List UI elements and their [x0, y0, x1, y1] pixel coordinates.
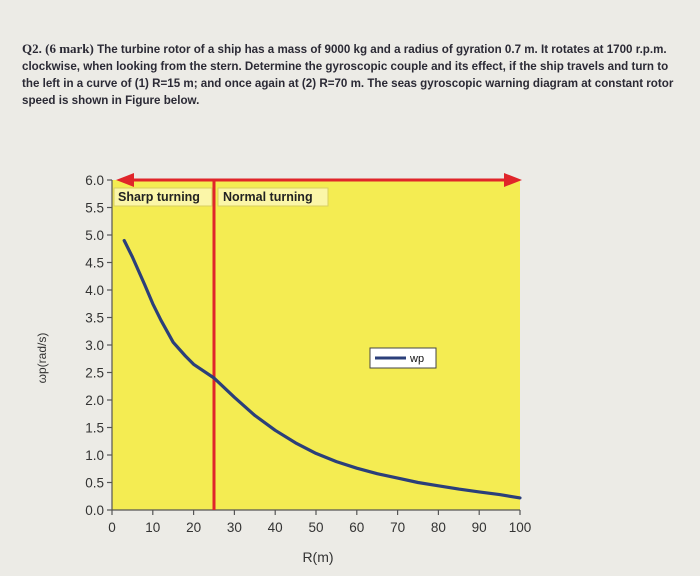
y-tick-label: 2.5	[85, 366, 104, 381]
x-tick-label: 30	[227, 520, 242, 535]
y-tick-label: 1.0	[85, 448, 104, 463]
x-axis: 0 10 20 30 40 50 60 70 80 90 100	[108, 509, 532, 535]
legend-entry-wp: wp	[409, 353, 424, 365]
y-axis: 0.0 0.5 1.0 1.5 2.0 2.5 3.0 3.5 4.0 4.5 5.0 5.5 6.0	[85, 173, 113, 518]
normal-turning-label: Normal turning	[223, 190, 313, 204]
x-tick-label: 100	[509, 520, 532, 535]
y-tick-label: 5.0	[85, 228, 104, 243]
x-tick-label: 60	[349, 520, 364, 535]
y-axis-label: ωp(rad/s)	[35, 333, 49, 384]
double-arrow	[116, 173, 522, 187]
x-tick-label: 0	[108, 520, 116, 535]
x-tick-label: 70	[390, 520, 405, 535]
normal-turning-label-box	[217, 187, 329, 207]
y-tick-label: 3.0	[85, 338, 104, 353]
y-tick-label: 0.5	[85, 476, 104, 491]
question-number: Q2. (6 mark)	[22, 41, 94, 56]
plot-area	[112, 180, 520, 510]
sharp-turning-label: Sharp turning	[118, 190, 200, 204]
y-tick-label: 3.5	[85, 311, 104, 326]
y-tick-label: 6.0	[85, 173, 104, 188]
y-tick-label: 1.5	[85, 421, 104, 436]
question-body: The turbine rotor of a ship has a mass o…	[22, 43, 674, 107]
question-text: Q2. (6 mark) The turbine rotor of a ship…	[22, 40, 682, 109]
x-axis-label: R(m)	[302, 549, 333, 565]
series-line-wp	[122, 238, 522, 500]
x-tick-label: 10	[145, 520, 160, 535]
y-tick-label: 0.0	[85, 503, 104, 518]
sharp-turning-label-box	[113, 187, 213, 207]
y-tick-label: 5.5	[85, 201, 104, 216]
y-tick-label: 2.0	[85, 393, 104, 408]
x-tick-label: 40	[268, 520, 283, 535]
arrow-head-left	[116, 173, 134, 187]
x-tick-label: 90	[472, 520, 487, 535]
x-tick-label: 20	[186, 520, 201, 535]
y-tick-label: 4.0	[85, 283, 104, 298]
x-tick-label: 80	[431, 520, 446, 535]
x-tick-label: 50	[308, 520, 323, 535]
y-tick-label: 4.5	[85, 256, 104, 271]
legend: wp	[369, 347, 437, 369]
arrow-head-right	[504, 173, 522, 187]
